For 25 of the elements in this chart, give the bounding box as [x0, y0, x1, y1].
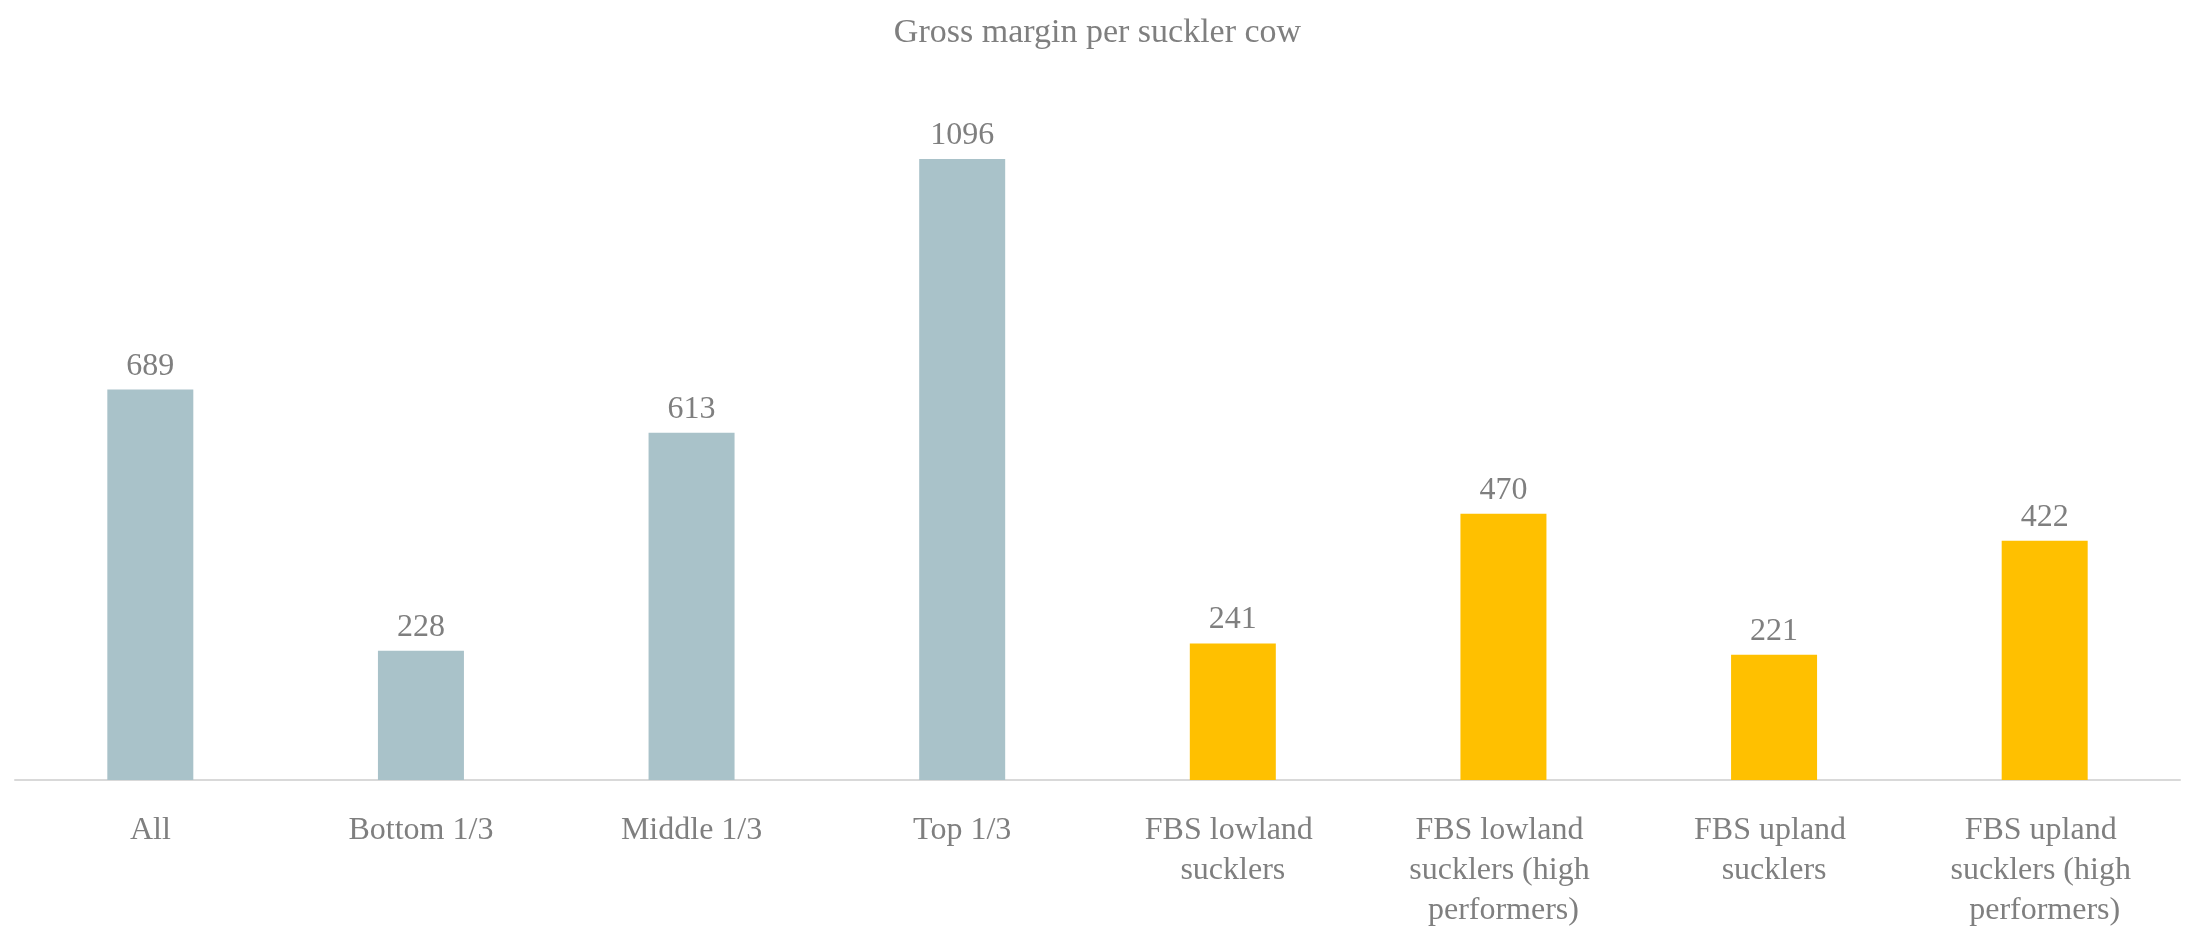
- data-label: 470: [1479, 469, 1528, 506]
- bar: [648, 432, 735, 780]
- bar: [107, 389, 194, 780]
- bar: [919, 158, 1006, 780]
- x-tick-label: Top 1/3: [913, 810, 1012, 846]
- data-label: 221: [1750, 610, 1799, 647]
- bar: [2001, 540, 2088, 780]
- data-label: 613: [667, 388, 716, 425]
- chart-title: Gross margin per suckler cow: [893, 11, 1302, 49]
- x-tick-label: Bottom 1/3: [348, 810, 494, 846]
- data-label: 228: [396, 606, 445, 643]
- x-tick-label: Middle 1/3: [620, 810, 763, 846]
- data-label: 1096: [930, 114, 995, 151]
- x-tick-label: FBS upland sucklers: [1694, 810, 1855, 886]
- data-label: 689: [126, 345, 175, 382]
- x-tick-label: All: [129, 810, 171, 846]
- bar: [1189, 643, 1276, 780]
- bar: [377, 650, 464, 780]
- bar: [1460, 513, 1547, 780]
- data-label: 422: [2020, 496, 2069, 533]
- x-tick-label: FBS lowland sucklers (high performers): [1409, 810, 1598, 926]
- x-tick-label: FBS lowland sucklers: [1144, 810, 1321, 886]
- data-label: 241: [1208, 599, 1257, 636]
- x-tick-label: FBS upland sucklers (high performers): [1950, 810, 2139, 926]
- bar: [1731, 654, 1818, 780]
